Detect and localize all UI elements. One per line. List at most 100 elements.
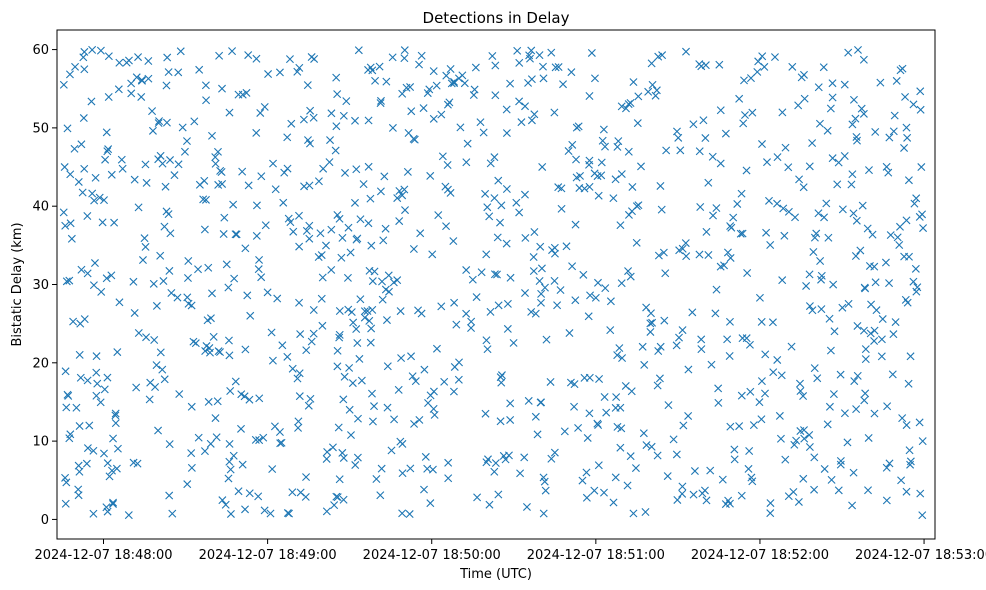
detection-point xyxy=(65,434,74,443)
detection-point xyxy=(424,399,433,407)
detection-point xyxy=(516,469,525,478)
detection-point xyxy=(895,240,904,249)
detection-point xyxy=(376,491,385,500)
detection-point xyxy=(644,87,653,96)
detection-point xyxy=(187,463,196,472)
detection-point xyxy=(794,497,803,506)
detection-point xyxy=(213,397,222,406)
detection-point xyxy=(682,252,691,261)
detection-point xyxy=(820,213,829,222)
detection-point xyxy=(356,215,365,224)
detection-point xyxy=(819,63,828,72)
detection-point xyxy=(735,422,744,431)
detection-point xyxy=(657,205,666,214)
detection-point xyxy=(183,480,192,489)
detection-point xyxy=(83,376,92,385)
detection-point xyxy=(226,465,235,474)
detection-point xyxy=(150,335,159,344)
detection-point xyxy=(871,127,880,136)
detection-point xyxy=(521,233,530,242)
detection-point xyxy=(915,418,924,427)
detection-point xyxy=(332,122,341,131)
detection-point xyxy=(154,119,163,128)
detection-point xyxy=(344,223,353,232)
detection-point xyxy=(911,264,920,273)
detection-point xyxy=(238,460,247,469)
detection-point xyxy=(503,299,512,308)
detection-point xyxy=(702,496,711,505)
detection-point xyxy=(389,278,398,287)
detection-point xyxy=(376,96,385,105)
detection-point xyxy=(765,196,773,205)
detection-point xyxy=(723,248,732,257)
detection-point xyxy=(812,229,821,238)
detection-point xyxy=(212,433,221,442)
detection-point xyxy=(889,127,898,136)
detection-point xyxy=(403,167,412,176)
detection-point xyxy=(71,62,80,71)
detection-point xyxy=(653,451,662,460)
detection-point xyxy=(161,182,170,191)
detection-point xyxy=(190,117,199,126)
detection-point xyxy=(111,411,120,420)
detection-point xyxy=(333,346,342,355)
detection-point xyxy=(224,283,233,292)
y-axis: 0 10 20 30 40 50 60 xyxy=(32,43,57,528)
detection-point xyxy=(341,168,350,177)
detection-point xyxy=(599,125,608,134)
detection-point xyxy=(745,340,754,349)
detection-point xyxy=(203,316,212,325)
detection-point xyxy=(746,74,755,83)
detection-point xyxy=(400,54,409,63)
detection-point xyxy=(795,175,804,184)
detection-point xyxy=(244,51,253,60)
detection-point xyxy=(142,333,151,342)
detection-point xyxy=(748,108,757,117)
detection-point xyxy=(815,119,824,128)
detection-point xyxy=(854,45,862,54)
detection-point xyxy=(486,159,495,168)
detection-point xyxy=(740,76,749,85)
detection-point xyxy=(618,354,627,363)
detection-point xyxy=(725,352,734,360)
detection-point xyxy=(234,487,243,496)
detection-point xyxy=(529,267,538,276)
detection-point xyxy=(295,63,304,72)
detection-point xyxy=(130,308,139,317)
detection-point xyxy=(396,307,405,316)
detection-point xyxy=(270,422,279,431)
detection-point xyxy=(784,163,793,172)
detection-point xyxy=(90,259,99,268)
detection-point xyxy=(202,96,211,105)
detection-point xyxy=(917,163,926,172)
detection-point xyxy=(600,392,609,401)
detection-point xyxy=(423,89,432,98)
detection-point xyxy=(629,78,638,87)
detection-point xyxy=(900,143,909,152)
detection-point xyxy=(609,498,618,507)
detection-point xyxy=(252,128,261,137)
detection-point xyxy=(229,451,238,460)
detection-point xyxy=(496,218,505,227)
detection-point xyxy=(61,367,70,376)
detection-point xyxy=(526,54,534,63)
detection-point xyxy=(319,164,328,173)
detection-point xyxy=(334,423,343,432)
detection-point xyxy=(901,92,910,101)
detection-point xyxy=(876,78,885,87)
detection-point xyxy=(890,111,899,120)
detection-point xyxy=(843,438,852,447)
detection-point xyxy=(712,204,721,213)
detection-point xyxy=(539,509,548,518)
detection-point xyxy=(494,301,503,310)
detection-point xyxy=(356,295,365,304)
detection-point xyxy=(347,308,356,317)
detection-point xyxy=(488,52,497,61)
detection-point xyxy=(611,403,620,412)
detection-point xyxy=(796,387,805,395)
detection-point xyxy=(586,291,595,300)
detection-point xyxy=(656,181,665,190)
detection-point xyxy=(897,476,906,485)
detection-point xyxy=(467,324,476,332)
detection-point xyxy=(738,334,747,343)
